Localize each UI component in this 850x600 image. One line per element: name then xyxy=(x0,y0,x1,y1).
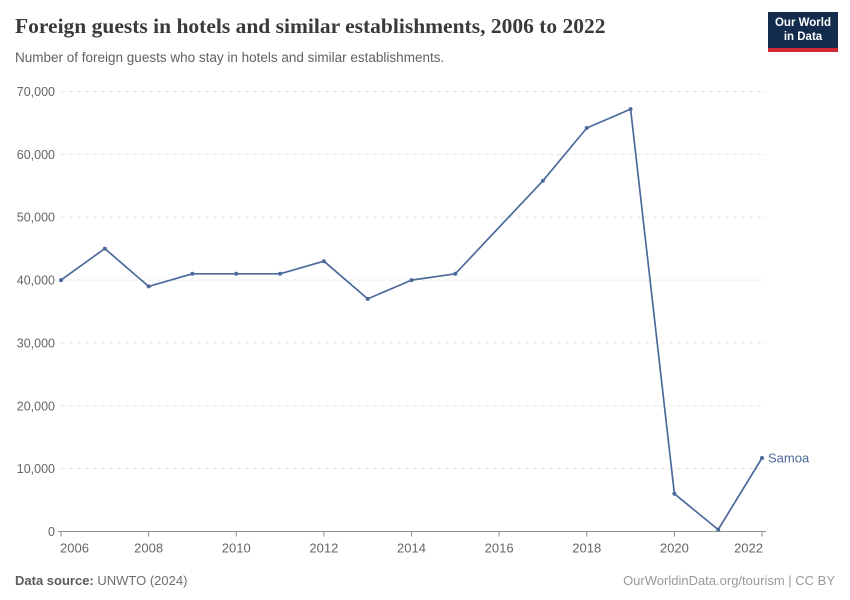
data-point[interactable] xyxy=(278,271,283,276)
y-axis-tick-label: 50,000 xyxy=(17,211,55,225)
x-axis-tick-label: 2014 xyxy=(397,541,426,556)
data-point[interactable] xyxy=(102,246,107,251)
trend-line-samoa[interactable] xyxy=(60,108,763,531)
data-point[interactable] xyxy=(453,271,458,276)
data-source-label: Data source: xyxy=(15,573,94,588)
data-source-note: Data source: UNWTO (2024) xyxy=(15,573,187,588)
x-axis-tick-label: 2018 xyxy=(572,541,601,556)
y-axis-tick-label: 40,000 xyxy=(17,274,55,288)
data-point[interactable] xyxy=(628,107,633,112)
y-axis-tick-label: 10,000 xyxy=(17,462,55,476)
chart-subtitle: Number of foreign guests who stay in hot… xyxy=(15,50,445,65)
data-source-value: UNWTO (2024) xyxy=(93,573,188,588)
series-label-samoa[interactable]: Samoa xyxy=(768,450,810,465)
x-axis-tick-label: 2012 xyxy=(309,541,338,556)
x-axis-tick-label: 2008 xyxy=(134,541,163,556)
page-title: Foreign guests in hotels and similar est… xyxy=(15,14,606,38)
cc-by-license-link[interactable]: CC BY xyxy=(795,573,835,588)
data-point[interactable] xyxy=(234,271,239,276)
data-point[interactable] xyxy=(146,284,151,289)
x-axis-tick-label: 2006 xyxy=(60,541,89,556)
x-axis-tick-label: 2016 xyxy=(485,541,514,556)
data-point[interactable] xyxy=(321,259,326,264)
y-axis-tick-label: 20,000 xyxy=(17,399,55,413)
owid-logo-line2: in Data xyxy=(783,30,823,43)
owid-logo[interactable]: Our World in Data xyxy=(768,12,838,53)
footer-separator: | xyxy=(784,573,796,588)
y-axis-tick-label: 0 xyxy=(48,525,55,539)
data-point[interactable] xyxy=(540,178,545,183)
x-axis-tick-label: 2020 xyxy=(660,541,689,556)
data-point[interactable] xyxy=(584,125,589,130)
data-point[interactable] xyxy=(716,527,721,532)
data-point[interactable] xyxy=(760,455,764,460)
chart-footer: Data source: UNWTO (2024) OurWorldinData… xyxy=(15,573,835,588)
owid-tourism-link[interactable]: OurWorldinData.org/tourism xyxy=(623,573,785,588)
x-axis-tick-label: 2022 xyxy=(734,541,763,556)
y-axis-tick-label: 60,000 xyxy=(17,148,55,162)
data-point[interactable] xyxy=(365,296,370,301)
footer-credits: OurWorldinData.org/tourism | CC BY xyxy=(623,573,835,588)
x-axis-tick-label: 2010 xyxy=(222,541,251,556)
data-point[interactable] xyxy=(190,271,195,276)
data-point[interactable] xyxy=(409,278,414,283)
y-axis-tick-label: 70,000 xyxy=(17,85,55,99)
data-point[interactable] xyxy=(672,491,677,496)
data-point[interactable] xyxy=(59,278,63,283)
y-axis-tick-label: 30,000 xyxy=(17,336,55,350)
owid-logo-line1: Our World xyxy=(774,17,831,29)
